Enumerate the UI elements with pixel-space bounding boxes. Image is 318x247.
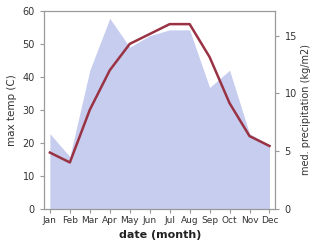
Y-axis label: max temp (C): max temp (C) — [7, 74, 17, 146]
Y-axis label: med. precipitation (kg/m2): med. precipitation (kg/m2) — [301, 44, 311, 175]
X-axis label: date (month): date (month) — [119, 230, 201, 240]
